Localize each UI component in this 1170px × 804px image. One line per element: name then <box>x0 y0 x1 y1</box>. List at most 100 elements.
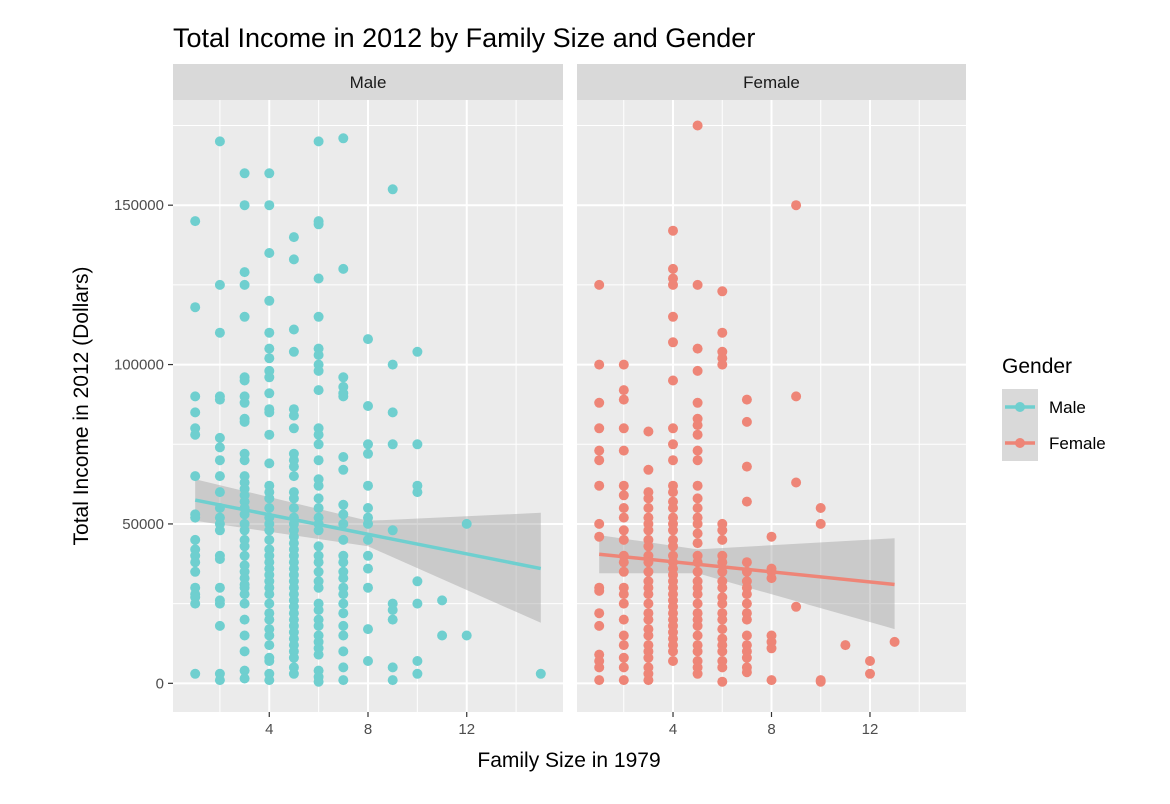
data-point-female <box>643 541 654 552</box>
data-point-male <box>288 254 299 265</box>
data-point-female <box>643 598 654 609</box>
data-point-male <box>363 439 373 450</box>
data-point-male <box>338 620 349 631</box>
data-point-female <box>741 394 752 405</box>
data-point-female <box>668 487 678 498</box>
data-point-male <box>338 589 349 600</box>
y-tick-label: 100000 <box>114 357 164 374</box>
data-point-female <box>815 518 826 529</box>
points-male <box>190 133 546 687</box>
data-point-male <box>264 598 275 609</box>
data-point-female <box>618 534 629 545</box>
data-point-female <box>717 534 728 545</box>
data-point-female <box>741 496 752 507</box>
data-point-male <box>363 624 373 635</box>
data-point-male <box>313 566 324 577</box>
data-point-male <box>190 534 201 545</box>
data-point-female <box>692 493 703 504</box>
data-point-male <box>214 442 225 453</box>
data-point-male <box>363 480 373 491</box>
data-point-female <box>741 614 752 625</box>
data-point-female <box>717 582 728 593</box>
data-point-male <box>239 416 250 427</box>
data-point-female <box>668 423 678 434</box>
data-point-female <box>668 541 678 552</box>
x-tick-label-female: 12 <box>862 721 879 738</box>
data-point-male <box>363 503 373 513</box>
data-point-female <box>618 566 629 577</box>
data-point-male <box>288 652 299 663</box>
data-point-male <box>412 346 423 357</box>
data-point-female <box>741 598 752 609</box>
data-point-male <box>214 471 225 482</box>
data-point-male <box>190 566 201 577</box>
data-point-female <box>692 343 703 354</box>
legend: Gender Male Female <box>1002 355 1106 461</box>
data-point-male <box>338 464 349 475</box>
data-point-male <box>239 630 250 641</box>
data-point-male <box>338 573 349 584</box>
data-point-female <box>692 365 703 376</box>
data-point-female <box>594 675 605 686</box>
data-point-female <box>766 573 777 584</box>
data-point-female <box>717 286 728 297</box>
data-point-female <box>692 455 703 466</box>
data-point-female <box>717 566 728 577</box>
data-point-male <box>214 136 225 147</box>
data-point-female <box>643 652 654 663</box>
data-point-male <box>387 359 398 370</box>
data-point-female <box>692 445 703 456</box>
data-point-male <box>387 675 398 686</box>
data-point-male <box>264 407 275 418</box>
data-point-male <box>264 630 275 641</box>
data-point-male <box>288 461 299 472</box>
data-point-female <box>594 531 605 542</box>
data-point-male <box>214 279 225 290</box>
data-point-female <box>594 279 605 290</box>
data-point-male <box>338 499 349 510</box>
data-point-male <box>239 614 250 625</box>
data-point-male <box>313 273 324 284</box>
data-point-female <box>594 518 605 529</box>
data-point-male <box>239 550 250 561</box>
data-point-female <box>692 120 703 131</box>
data-point-female <box>668 337 678 348</box>
data-point-female <box>594 480 605 491</box>
data-point-female <box>741 652 752 663</box>
data-point-female <box>692 480 703 491</box>
data-point-female <box>594 585 605 596</box>
data-point-male <box>288 232 299 243</box>
data-point-male <box>338 598 349 609</box>
x-tick-label-male: 12 <box>458 721 475 738</box>
data-point-female <box>741 461 752 472</box>
data-point-female <box>717 662 728 673</box>
data-point-female <box>692 279 703 290</box>
data-point-male <box>190 391 201 402</box>
data-point-male <box>363 401 373 411</box>
data-point-female <box>668 279 678 290</box>
data-point-male <box>412 598 423 609</box>
data-point-male <box>264 534 275 545</box>
data-point-female <box>692 630 703 641</box>
data-point-female <box>741 667 752 678</box>
x-tick-label-female: 8 <box>767 721 775 738</box>
data-point-female <box>618 675 629 686</box>
data-point-male <box>387 184 398 195</box>
data-point-female <box>791 477 802 488</box>
data-point-female <box>643 675 654 686</box>
data-point-female <box>643 566 654 577</box>
data-point-female <box>668 439 678 450</box>
data-point-female <box>692 598 703 609</box>
data-point-female <box>791 391 802 402</box>
data-point-male <box>338 391 349 402</box>
data-point-male <box>264 614 275 625</box>
data-point-male <box>338 133 349 144</box>
data-point-male <box>363 563 373 574</box>
data-point-male <box>239 673 250 684</box>
data-point-male <box>239 200 250 211</box>
confidence-band-male <box>195 479 541 623</box>
data-point-female <box>889 636 900 647</box>
data-point-female <box>643 525 654 536</box>
data-point-female <box>840 640 851 651</box>
x-axis-label: Family Size in 1979 <box>477 749 660 772</box>
